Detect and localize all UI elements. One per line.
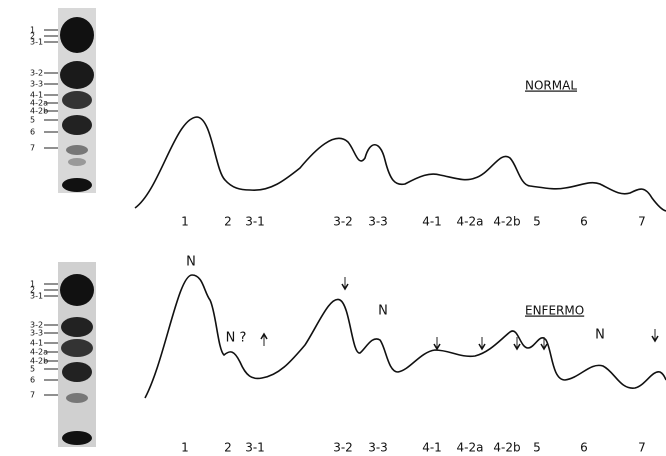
peak-label: 5 [533,215,541,229]
gel-label: 4-1 [30,339,43,348]
peak-label: 3-1 [245,215,265,229]
gel-label: 3-3 [30,329,43,338]
panel-label: ENFERMO [525,304,584,318]
gel-label: 5 [30,365,35,374]
peak-label: 2 [224,215,232,229]
peak-label: 3-2 [333,441,353,455]
annotation: N [595,328,605,343]
peak-label: 4-1 [422,441,442,455]
panel-label: NORMAL [525,79,577,93]
peak-label: 4-2b [493,441,520,455]
peak-label: 6 [580,215,588,229]
peak-label: 2 [224,441,232,455]
gel-label: 3-1 [30,292,43,301]
peak-label: 4-1 [422,215,442,229]
gel-label: 3-2 [30,69,43,78]
annotation: N [378,304,388,319]
peak-label: 3-3 [368,215,388,229]
gel-label: 7 [30,144,35,153]
peak-label: 7 [638,215,646,229]
gel-label: 6 [30,376,35,385]
peak-label: 1 [181,215,189,229]
gel-label: 5 [30,116,35,125]
gel-label: 3-1 [30,38,43,47]
peak-label: 7 [638,441,646,455]
peak-label: 5 [533,441,541,455]
annotation: N [186,255,196,270]
gel-label: 6 [30,128,35,137]
gel [58,8,96,193]
peak-label: 4-2a [457,441,484,455]
peak-label: 6 [580,441,588,455]
densitogram [145,275,666,398]
peak-label: 4-2b [493,215,520,229]
gel-label: 7 [30,391,35,400]
peak-label: 1 [181,441,189,455]
annotation: N ? [226,331,247,346]
densitogram [135,117,666,211]
gel [58,262,96,447]
gel-label: 3-3 [30,80,43,89]
peak-label: 4-2a [457,215,484,229]
peak-label: 3-3 [368,441,388,455]
peak-label: 3-1 [245,441,265,455]
figure: NORMAL123-13-23-34-14-2a4-2b567123-13-23… [0,0,666,456]
peak-label: 3-2 [333,215,353,229]
